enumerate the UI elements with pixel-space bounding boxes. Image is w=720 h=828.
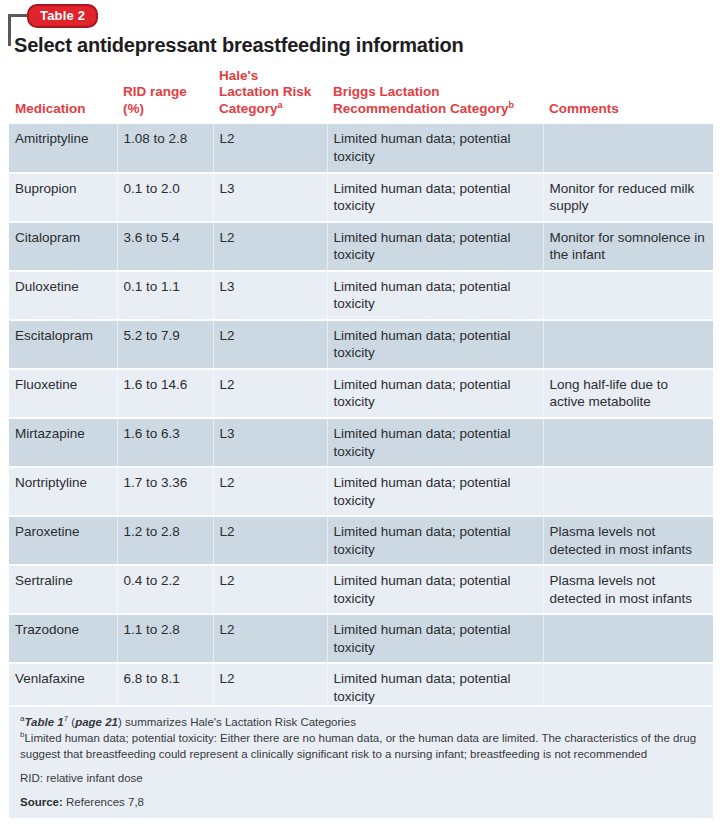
- footnote-a: aTable 17 (page 21) summarizes Hale's La…: [20, 714, 699, 730]
- cell-rid-range: 0.1 to 2.0: [117, 173, 213, 222]
- cell-hale-category: L3: [213, 271, 327, 320]
- footnote-b: bLimited human data; potential toxicity:…: [20, 730, 699, 762]
- source-label: Source:: [20, 796, 63, 808]
- footnote-a-page-ref: page 21: [75, 716, 118, 728]
- table-row: Bupropion 0.1 to 2.0 L3 Limited human da…: [9, 173, 713, 222]
- cell-medication: Nortriptyline: [9, 467, 117, 516]
- cell-comments: Monitor for reduced milk supply: [543, 173, 713, 222]
- cell-comments: [543, 614, 713, 663]
- cell-rid-range: 0.1 to 1.1: [117, 271, 213, 320]
- cell-briggs-recommendation: Limited human data; potential toxicity: [327, 271, 543, 320]
- cell-comments: [543, 271, 713, 320]
- table-row: Mirtazapine 1.6 to 6.3 L3 Limited human …: [9, 418, 713, 467]
- table-row: Amitriptyline 1.08 to 2.8 L2 Limited hum…: [9, 124, 713, 172]
- cell-medication: Amitriptyline: [9, 124, 117, 172]
- cell-hale-category: L2: [213, 320, 327, 369]
- table-number-label: Table 2: [40, 8, 85, 23]
- cell-hale-category: L2: [213, 516, 327, 565]
- column-header-briggs-category: Briggs Lactation Recommendation Category…: [327, 66, 543, 124]
- cell-hale-category: L2: [213, 565, 327, 614]
- antidepressant-table: Medication RID range (%) Hale's Lactatio…: [9, 66, 713, 741]
- cell-comments: [543, 467, 713, 516]
- table-row: Duloxetine 0.1 to 1.1 L3 Limited human d…: [9, 271, 713, 320]
- footnote-source: Source: References 7,8: [20, 794, 699, 810]
- table-row: Citalopram 3.6 to 5.4 L2 Limited human d…: [9, 222, 713, 271]
- table-row: Escitalopram 5.2 to 7.9 L2 Limited human…: [9, 320, 713, 369]
- column-header-comments: Comments: [543, 66, 713, 124]
- cell-medication: Escitalopram: [9, 320, 117, 369]
- cell-briggs-recommendation: Limited human data; potential toxicity: [327, 516, 543, 565]
- table-row: Sertraline 0.4 to 2.2 L2 Limited human d…: [9, 565, 713, 614]
- cell-briggs-recommendation: Limited human data; potential toxicity: [327, 418, 543, 467]
- column-header-hales-category: Hale's Lactation Risk Categorya: [213, 66, 327, 124]
- cell-rid-range: 1.6 to 14.6: [117, 369, 213, 418]
- table-body: Amitriptyline 1.08 to 2.8 L2 Limited hum…: [9, 124, 713, 741]
- column-header-label: Briggs Lactation Recommendation Category: [333, 84, 509, 115]
- column-header-rid-range: RID range (%): [117, 66, 213, 124]
- cell-rid-range: 5.2 to 7.9: [117, 320, 213, 369]
- cell-briggs-recommendation: Limited human data; potential toxicity: [327, 467, 543, 516]
- cell-comments: Long half-life due to active metabolite: [543, 369, 713, 418]
- cell-medication: Paroxetine: [9, 516, 117, 565]
- cell-medication: Citalopram: [9, 222, 117, 271]
- column-header-label: RID range (%): [123, 84, 187, 115]
- cell-hale-category: L2: [213, 369, 327, 418]
- footnote-a-table-ref: Table 1: [24, 716, 63, 728]
- cell-hale-category: L2: [213, 222, 327, 271]
- cell-rid-range: 1.7 to 3.36: [117, 467, 213, 516]
- cell-medication: Mirtazapine: [9, 418, 117, 467]
- cell-medication: Trazodone: [9, 614, 117, 663]
- cell-hale-category: L2: [213, 467, 327, 516]
- column-header-label: Hale's Lactation Risk Category: [219, 68, 311, 116]
- cell-rid-range: 3.6 to 5.4: [117, 222, 213, 271]
- footnote-a-text: ) summarizes Hale's Lactation Risk Categ…: [118, 716, 356, 728]
- footnotes-block: aTable 17 (page 21) summarizes Hale's La…: [9, 705, 713, 818]
- cell-comments: Monitor for somnolence in the infant: [543, 222, 713, 271]
- column-header-medication: Medication: [9, 66, 117, 124]
- cell-briggs-recommendation: Limited human data; potential toxicity: [327, 565, 543, 614]
- cell-briggs-recommendation: Limited human data; potential toxicity: [327, 124, 543, 172]
- cell-hale-category: L2: [213, 614, 327, 663]
- cell-medication: Duloxetine: [9, 271, 117, 320]
- cell-briggs-recommendation: Limited human data; potential toxicity: [327, 320, 543, 369]
- table-row: Nortriptyline 1.7 to 3.36 L2 Limited hum…: [9, 467, 713, 516]
- cell-rid-range: 1.6 to 6.3: [117, 418, 213, 467]
- table-number-badge: Table 2: [27, 4, 98, 28]
- cell-briggs-recommendation: Limited human data; potential toxicity: [327, 222, 543, 271]
- footnote-b-text: Limited human data; potential toxicity: …: [20, 732, 696, 760]
- cell-briggs-recommendation: Limited human data; potential toxicity: [327, 369, 543, 418]
- cell-briggs-recommendation: Limited human data; potential toxicity: [327, 614, 543, 663]
- column-header-label: Medication: [15, 101, 86, 116]
- table-row: Paroxetine 1.2 to 2.8 L2 Limited human d…: [9, 516, 713, 565]
- cell-briggs-recommendation: Limited human data; potential toxicity: [327, 173, 543, 222]
- table-row: Fluoxetine 1.6 to 14.6 L2 Limited human …: [9, 369, 713, 418]
- cell-rid-range: 1.08 to 2.8: [117, 124, 213, 172]
- cell-rid-range: 1.1 to 2.8: [117, 614, 213, 663]
- source-text: References 7,8: [63, 796, 144, 808]
- cell-comments: Plasma levels not detected in most infan…: [543, 516, 713, 565]
- page-title: Select antidepressant breastfeeding info…: [14, 34, 464, 57]
- table-header: Medication RID range (%) Hale's Lactatio…: [9, 66, 713, 124]
- footnote-rid-definition: RID: relative infant dose: [20, 770, 699, 786]
- cell-hale-category: L2: [213, 124, 327, 172]
- table-row: Trazodone 1.1 to 2.8 L2 Limited human da…: [9, 614, 713, 663]
- cell-comments: [543, 320, 713, 369]
- cell-medication: Fluoxetine: [9, 369, 117, 418]
- document-page: Table 2 Select antidepressant breastfeed…: [0, 0, 720, 828]
- cell-hale-category: L3: [213, 418, 327, 467]
- cell-medication: Bupropion: [9, 173, 117, 222]
- column-header-label: Comments: [549, 101, 619, 116]
- footnote-marker-b: b: [509, 99, 515, 109]
- cell-comments: [543, 124, 713, 172]
- cell-comments: [543, 418, 713, 467]
- cell-rid-range: 0.4 to 2.2: [117, 565, 213, 614]
- cell-medication: Sertraline: [9, 565, 117, 614]
- cell-hale-category: L3: [213, 173, 327, 222]
- header-row: Medication RID range (%) Hale's Lactatio…: [9, 66, 713, 124]
- cell-rid-range: 1.2 to 2.8: [117, 516, 213, 565]
- cell-comments: Plasma levels not detected in most infan…: [543, 565, 713, 614]
- footnote-marker-a: a: [278, 99, 283, 109]
